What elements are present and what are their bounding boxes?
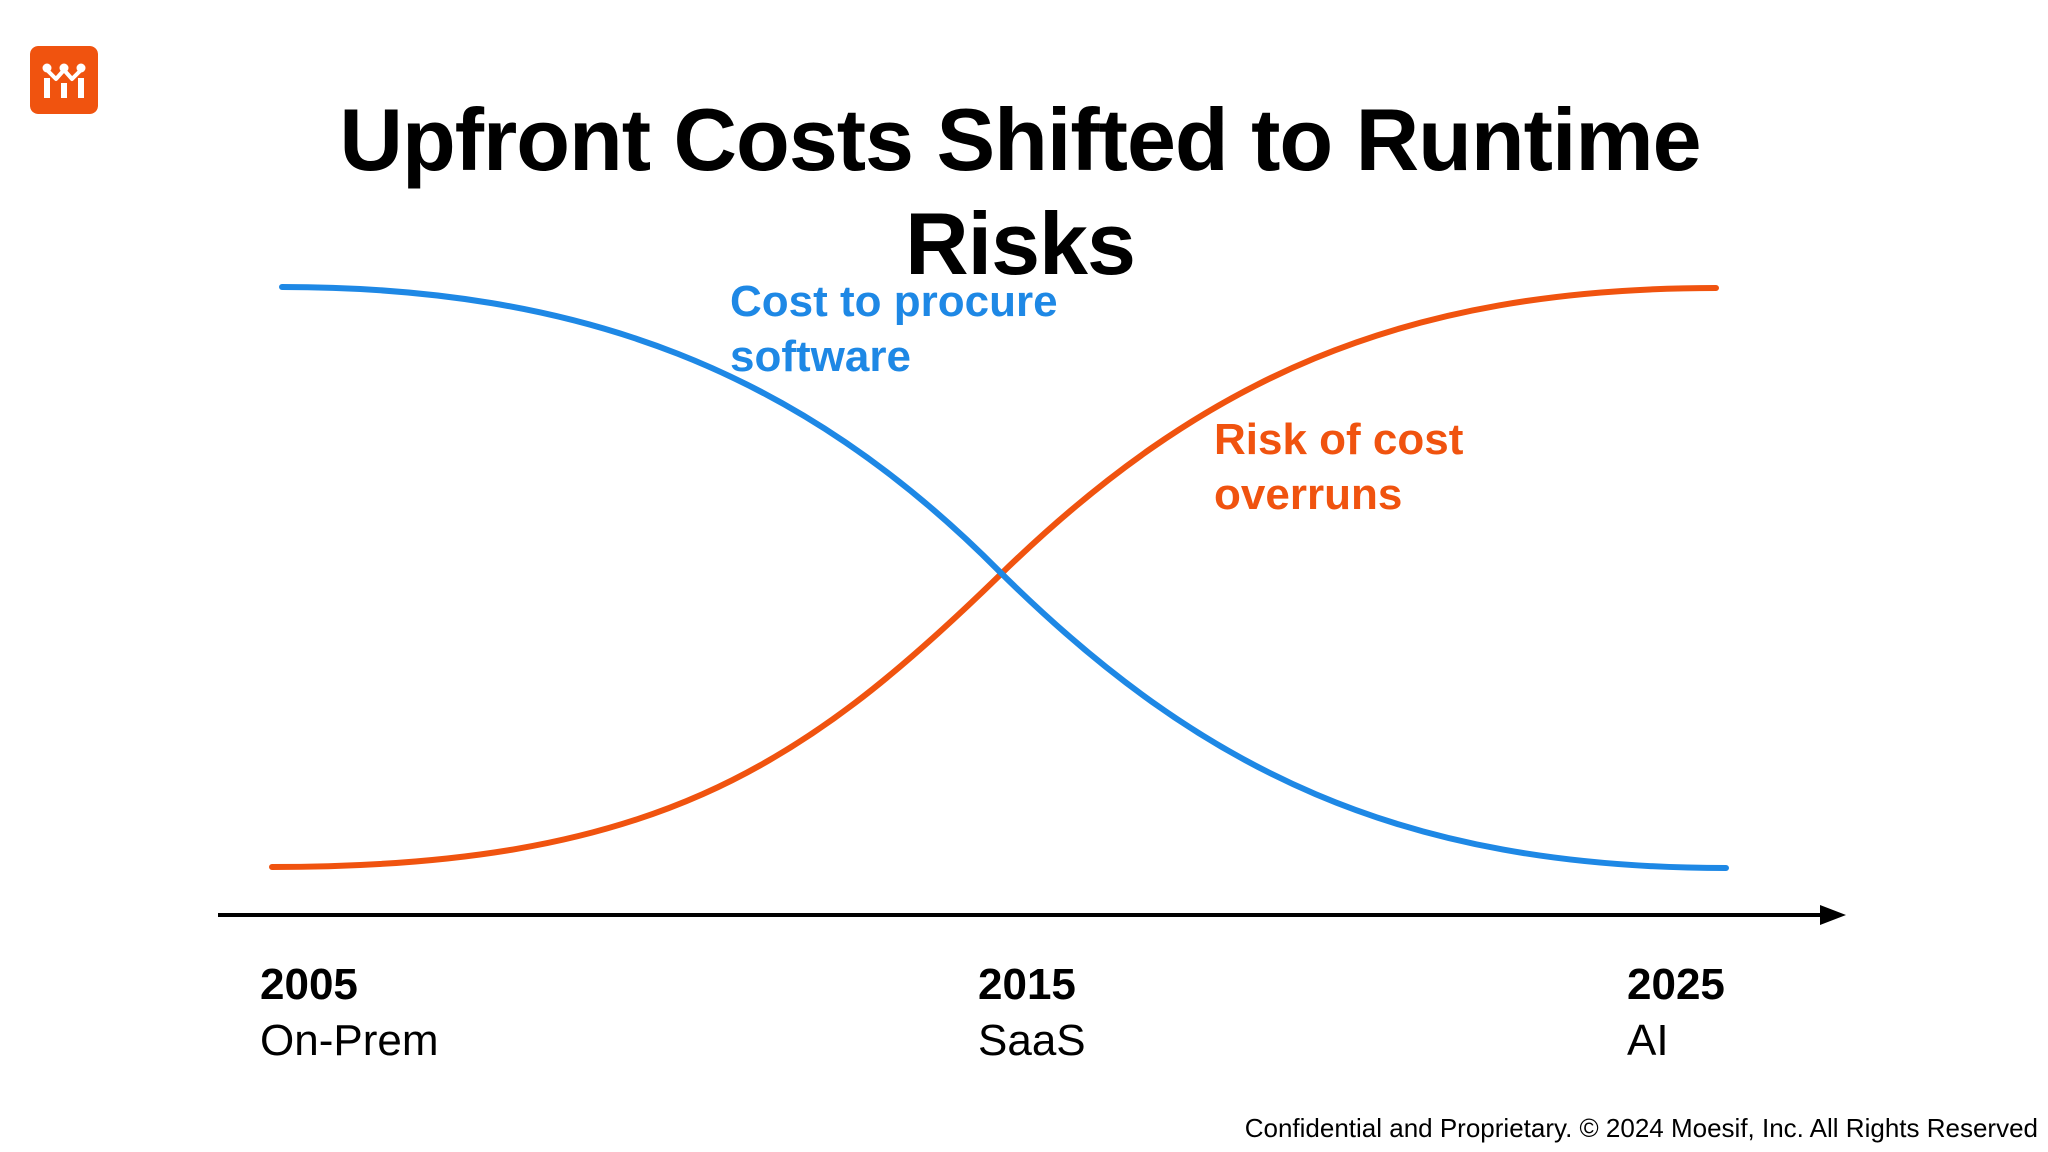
risk-curve-label-line1: Risk of cost [1214,415,1464,464]
page-title: Upfront Costs Shifted to Runtime Risks [339,90,1701,293]
era-year: 2025 [1627,960,1725,1009]
cost-curve-label: Cost to procure software [730,274,1058,384]
timeline-era-saas: 2015 SaaS [978,957,1086,1069]
era-name: SaaS [978,1016,1086,1065]
timeline-era-on-prem: 2005 On-Prem [260,957,438,1069]
era-year: 2005 [260,960,358,1009]
risk-curve-label-line2: overruns [1214,470,1403,519]
copyright-footer: Confidential and Proprietary. © 2024 Moe… [1244,1113,2038,1143]
era-name: On-Prem [260,1016,439,1065]
risk-curve-label: Risk of cost overruns [1214,412,1463,522]
timeline-era-ai: 2025 AI [1627,957,1725,1069]
cost-curve-label-line1: Cost to procure [730,277,1058,326]
cost-curve-label-line2: software [730,332,911,381]
moesif-logo-icon [30,46,98,114]
era-name: AI [1627,1016,1669,1065]
axis-arrow-icon [1820,905,1846,925]
timeline-axis [218,905,1846,925]
cost-to-procure-software-curve [279,284,1729,871]
era-year: 2015 [978,960,1076,1009]
